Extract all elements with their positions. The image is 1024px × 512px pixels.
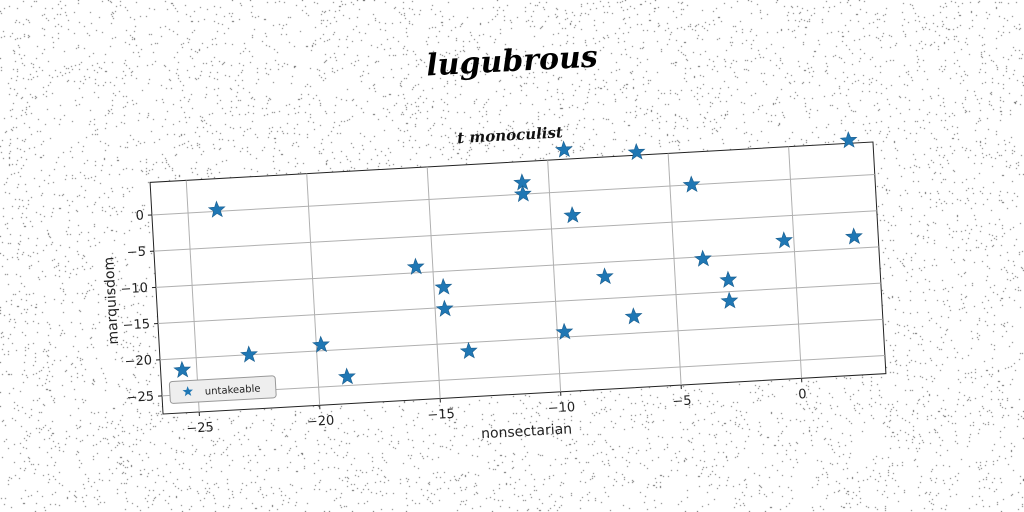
data-point bbox=[563, 206, 582, 224]
y-tick-label: −10 bbox=[120, 281, 148, 298]
data-point bbox=[627, 142, 646, 161]
data-point bbox=[555, 322, 574, 340]
data-point bbox=[595, 267, 614, 285]
x-grid-line bbox=[667, 153, 682, 386]
data-point bbox=[240, 345, 258, 363]
data-points bbox=[173, 131, 863, 385]
grid bbox=[147, 146, 885, 417]
y-tick-label: 0 bbox=[135, 208, 144, 223]
data-point bbox=[682, 175, 701, 193]
data-point bbox=[624, 307, 643, 325]
y-grid-line bbox=[157, 282, 881, 325]
data-point bbox=[434, 277, 453, 296]
data-point bbox=[719, 270, 738, 288]
data-point bbox=[694, 249, 712, 267]
legend-box bbox=[168, 375, 277, 404]
data-point bbox=[312, 335, 330, 353]
x-tick-label: −15 bbox=[427, 407, 455, 424]
data-point bbox=[554, 140, 573, 158]
y-grid-line bbox=[153, 210, 877, 252]
y-tick-label: −15 bbox=[122, 317, 150, 334]
plot-area bbox=[149, 141, 887, 415]
y-tick-label: −20 bbox=[124, 353, 152, 370]
x-grid-line bbox=[788, 146, 803, 379]
x-tick-label: −5 bbox=[672, 394, 692, 410]
data-point bbox=[435, 299, 454, 317]
x-grid-line bbox=[426, 166, 441, 399]
y-tick-label: −25 bbox=[126, 389, 154, 406]
data-point bbox=[173, 360, 192, 378]
data-point bbox=[720, 291, 739, 309]
x-tick-label: −20 bbox=[306, 413, 334, 430]
x-axis-label: nonsectarian bbox=[481, 421, 573, 442]
chart-subtitle: t monoculist bbox=[457, 123, 564, 147]
legend-label: untakeable bbox=[205, 384, 261, 398]
y-grid-line bbox=[162, 355, 885, 397]
y-grid-line bbox=[151, 174, 875, 216]
y-grid-line bbox=[159, 318, 883, 361]
x-tick-label: 0 bbox=[798, 387, 807, 402]
legend-marker-star bbox=[182, 386, 193, 397]
data-point bbox=[845, 227, 863, 245]
x-tick-label: −10 bbox=[547, 400, 575, 417]
x-grid-line bbox=[547, 160, 562, 392]
data-point bbox=[839, 131, 858, 149]
tick-labels: −25 −20 −15 −10 −5 0 0 −5 −10 −15 −20 −25 bbox=[120, 208, 807, 437]
x-grid-line bbox=[185, 180, 200, 413]
data-point bbox=[338, 367, 356, 385]
data-point bbox=[513, 184, 532, 203]
data-point bbox=[459, 341, 478, 360]
data-point bbox=[775, 231, 793, 249]
y-axis-label: marquisdom bbox=[101, 256, 122, 345]
x-tick-label: −25 bbox=[186, 420, 214, 437]
legend-star-icon bbox=[182, 386, 193, 397]
data-point bbox=[207, 200, 226, 218]
y-tick-label: −5 bbox=[126, 245, 146, 261]
legend: untakeable bbox=[168, 375, 277, 404]
data-point bbox=[406, 257, 425, 275]
y-grid-line bbox=[155, 246, 879, 288]
x-grid-line bbox=[306, 173, 321, 406]
